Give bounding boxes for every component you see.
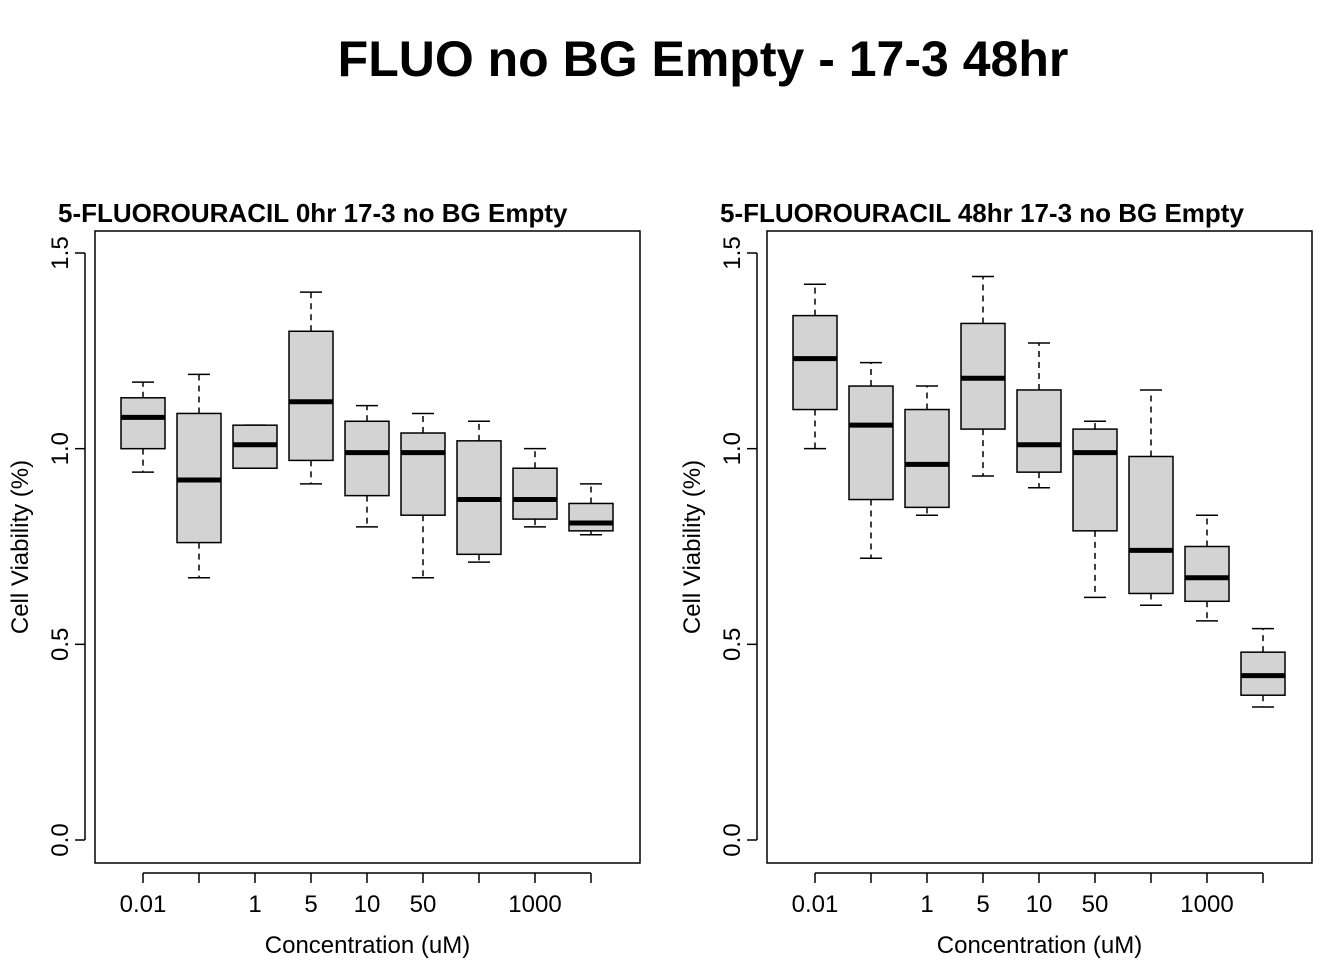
- box-iqr: [848, 385, 894, 501]
- x-tick-label: 0.01: [120, 891, 167, 918]
- box-iqr: [1016, 389, 1062, 473]
- x-tick-label: 10: [354, 891, 381, 918]
- x-tick-label: 1000: [508, 891, 561, 918]
- box-iqr: [792, 314, 838, 411]
- box-iqr: [344, 420, 390, 497]
- y-tick-label: 0.5: [47, 628, 74, 661]
- x-tick-label: 5: [976, 891, 989, 918]
- x-tick-label: 50: [410, 891, 437, 918]
- x-tick-label: 1: [920, 891, 933, 918]
- y-tick-label: 1.0: [47, 432, 74, 465]
- x-tick-label: 0.01: [792, 891, 839, 918]
- box-iqr: [120, 397, 166, 450]
- y-axis-label: Cell Viability (%): [679, 460, 706, 634]
- x-tick-label: 1000: [1180, 891, 1233, 918]
- x-axis-label: Concentration (uM): [265, 932, 470, 959]
- plot-frame: [766, 230, 1313, 864]
- main-title: FLUO no BG Empty - 17-3 48hr: [337, 31, 1069, 87]
- box-iqr: [512, 467, 558, 520]
- box-iqr: [904, 408, 950, 509]
- box-iqr: [1184, 545, 1230, 603]
- y-tick-label: 0.0: [719, 823, 746, 856]
- box-iqr: [400, 432, 446, 516]
- x-tick-label: 10: [1026, 891, 1053, 918]
- y-axis-label: Cell Viability (%): [7, 460, 34, 634]
- box-iqr: [1072, 428, 1118, 532]
- panel-title: 5-FLUOROURACIL 0hr 17-3 no BG Empty: [58, 198, 568, 228]
- y-tick-label: 1.5: [47, 236, 74, 269]
- y-tick-label: 1.0: [719, 432, 746, 465]
- x-tick-label: 1: [248, 891, 261, 918]
- box-iqr: [288, 330, 334, 462]
- box-iqr: [1128, 455, 1174, 595]
- plot-frame: [94, 230, 641, 864]
- y-tick-label: 0.0: [47, 823, 74, 856]
- x-axis-label: Concentration (uM): [937, 932, 1142, 959]
- panel-title: 5-FLUOROURACIL 48hr 17-3 no BG Empty: [720, 198, 1244, 228]
- y-tick-label: 0.5: [719, 628, 746, 661]
- x-tick-label: 50: [1082, 891, 1109, 918]
- y-tick-label: 1.5: [719, 236, 746, 269]
- x-tick-label: 5: [304, 891, 317, 918]
- box-iqr: [568, 502, 614, 532]
